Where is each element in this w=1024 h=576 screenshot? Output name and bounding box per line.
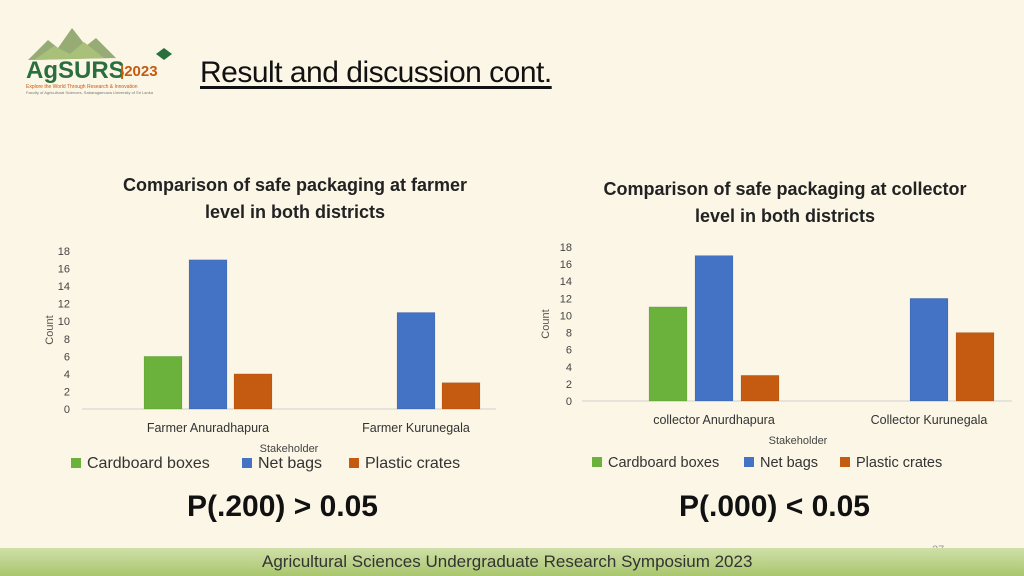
chart-1-title-line-1: Comparison of safe packaging at farmer	[122, 175, 468, 195]
bar-plastic-crates	[441, 382, 481, 410]
legend-label: Net bags	[760, 455, 818, 471]
bar-net-bags	[909, 298, 949, 402]
chart-2-title: Comparison of safe packaging at collecto…	[580, 176, 990, 230]
bar-net-bags	[188, 259, 228, 410]
y-tick-label: 4	[566, 362, 572, 374]
y-tick-label: 8	[566, 328, 572, 340]
legend-label: Plastic crates	[365, 455, 460, 472]
y-tick-label: 18	[58, 246, 70, 258]
y-tick-label: 6	[64, 351, 70, 363]
x-category-label: Farmer Anuradhapura	[147, 421, 269, 435]
y-tick-label: 2	[566, 379, 572, 391]
y-tick-label: 16	[58, 264, 70, 276]
svg-text:Explore the World Through Rese: Explore the World Through Research & Inn…	[26, 84, 138, 90]
legend-label: Cardboard boxes	[608, 455, 719, 471]
bar-plastic-crates	[740, 375, 780, 402]
y-tick-label: 12	[560, 293, 572, 305]
y-tick-label: 4	[64, 369, 70, 381]
x-category-label: Farmer Kurunegala	[362, 421, 470, 435]
x-category-label: Collector Kurunegala	[871, 413, 988, 427]
x-axis-label: Stakeholder	[769, 435, 828, 447]
y-tick-label: 14	[58, 281, 70, 293]
svg-text:AgSURS: AgSURS	[26, 57, 125, 84]
chart-2-title-line-2: level in both districts	[694, 206, 876, 226]
legend-swatch	[840, 457, 850, 467]
x-category-label: collector Anurdhapura	[653, 413, 775, 427]
legend-swatch	[744, 457, 754, 467]
legend-swatch	[242, 458, 252, 468]
svg-text:Faculty of Agricultural Scienc: Faculty of Agricultural Sciences, Sabara…	[26, 90, 154, 95]
chart-1-title-line-2: level in both districts	[204, 202, 386, 222]
legend-label: Cardboard boxes	[87, 455, 210, 472]
y-tick-label: 2	[64, 386, 70, 398]
y-tick-label: 0	[64, 404, 70, 416]
y-tick-label: 12	[58, 299, 70, 311]
y-tick-label: 10	[58, 316, 70, 328]
svg-text:|2023: |2023	[120, 63, 158, 80]
y-axis-label: Count	[44, 315, 56, 344]
bar-net-bags	[694, 255, 734, 402]
y-tick-label: 10	[560, 310, 572, 322]
bar-cardboard-boxes	[143, 356, 183, 410]
footer-text: Agricultural Sciences Undergraduate Rese…	[262, 552, 753, 571]
legend-label: Net bags	[258, 455, 322, 472]
legend-label: Plastic crates	[856, 455, 942, 471]
footer-bar: Agricultural Sciences Undergraduate Rese…	[0, 548, 1024, 576]
y-tick-label: 16	[560, 259, 572, 271]
y-tick-label: 6	[566, 345, 572, 357]
legend-swatch	[349, 458, 359, 468]
bar-cardboard-boxes	[648, 306, 688, 402]
slide-title: Result and discussion cont.	[200, 56, 552, 89]
chart-1-title: Comparison of safe packaging at farmer l…	[95, 172, 495, 226]
legend-swatch	[592, 457, 602, 467]
y-tick-label: 18	[560, 242, 572, 254]
p-value-collector: P(.000) < 0.05	[679, 490, 870, 523]
p-value-farmer: P(.200) > 0.05	[187, 490, 378, 523]
y-tick-label: 0	[566, 396, 572, 408]
y-tick-label: 8	[64, 334, 70, 346]
chart-2-title-line-1: Comparison of safe packaging at collecto…	[603, 179, 967, 199]
x-axis-label: Stakeholder	[260, 443, 319, 455]
y-tick-label: 14	[560, 276, 572, 288]
legend-swatch	[71, 458, 81, 468]
y-axis-label: Count	[540, 309, 552, 338]
agsurs-logo: AgSURS |2023 Explore the World Through R…	[26, 28, 172, 95]
bar-plastic-crates	[233, 373, 273, 410]
bar-plastic-crates	[955, 332, 995, 402]
bar-net-bags	[396, 312, 436, 410]
